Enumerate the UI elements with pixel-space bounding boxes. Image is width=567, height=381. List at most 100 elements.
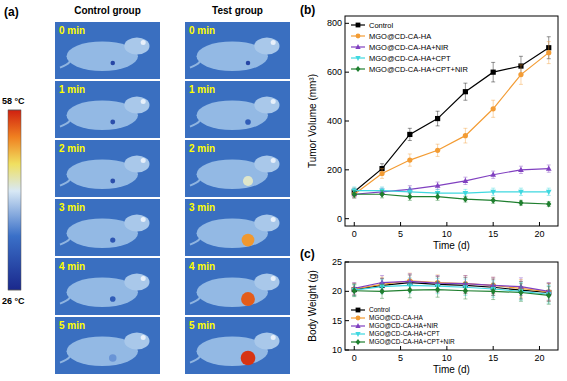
time-label: 3 min bbox=[59, 202, 85, 213]
mouse-eye bbox=[271, 276, 276, 281]
mouse-eye bbox=[141, 158, 146, 163]
error-bar bbox=[491, 171, 495, 178]
image-background bbox=[55, 317, 160, 374]
mouse-eye bbox=[141, 335, 146, 340]
time-label: 4 min bbox=[189, 261, 215, 272]
x-axis-label: Time (d) bbox=[433, 364, 470, 375]
error-bar bbox=[408, 154, 412, 166]
marker bbox=[491, 70, 496, 75]
marker bbox=[352, 191, 357, 198]
figure: (a)58 °C26 °CControl group0 min1 min2 mi… bbox=[0, 0, 567, 381]
legend-label: MGO@CD-CA-HA+CPT bbox=[369, 54, 451, 63]
marker bbox=[546, 50, 551, 55]
marker bbox=[407, 193, 412, 200]
error-bar bbox=[352, 285, 356, 297]
marker bbox=[546, 292, 551, 299]
image-background bbox=[185, 258, 290, 315]
marker bbox=[355, 332, 360, 337]
marker bbox=[463, 89, 468, 94]
hot-spot bbox=[110, 296, 116, 302]
image-background bbox=[185, 22, 290, 79]
x-tick bbox=[400, 222, 401, 226]
error-bar bbox=[463, 189, 467, 196]
colorbar-tick bbox=[8, 110, 21, 111]
y-tick bbox=[345, 121, 349, 122]
mouse-eye bbox=[271, 335, 276, 340]
marker bbox=[379, 171, 384, 176]
thermal-image: 1 min bbox=[185, 81, 290, 138]
x-tick-label: 20 bbox=[534, 229, 544, 239]
image-background bbox=[55, 81, 160, 138]
error-bar bbox=[463, 177, 467, 184]
y-tick bbox=[345, 320, 349, 321]
error-bar bbox=[463, 283, 467, 299]
marker bbox=[435, 183, 441, 188]
mouse-head bbox=[124, 332, 149, 349]
time-label: 3 min bbox=[189, 202, 215, 213]
time-label: 1 min bbox=[59, 84, 85, 95]
column-header: Control group bbox=[74, 5, 141, 16]
error-bar bbox=[519, 200, 523, 205]
x-tick bbox=[493, 222, 494, 226]
mouse-eye bbox=[271, 158, 276, 163]
legend-label: MGO@CD-CA-HA+CPT bbox=[369, 330, 440, 337]
colorbar-label: 58 °C bbox=[2, 96, 25, 106]
image-background bbox=[55, 199, 160, 256]
x-tick-label: 15 bbox=[488, 353, 498, 363]
marker bbox=[518, 199, 523, 206]
marker bbox=[491, 106, 496, 111]
series-line bbox=[354, 53, 548, 195]
panel-label: (c) bbox=[300, 247, 315, 261]
x-axis-label: Time (d) bbox=[433, 240, 470, 251]
marker bbox=[518, 167, 524, 172]
y-tick-label: 400 bbox=[327, 116, 342, 126]
mouse-head bbox=[254, 155, 279, 172]
time-label: 5 min bbox=[59, 320, 85, 331]
marker bbox=[435, 193, 440, 200]
x-tick bbox=[539, 346, 540, 350]
y-tick-label: 600 bbox=[327, 67, 342, 77]
marker bbox=[356, 339, 361, 345]
hot-spot bbox=[245, 119, 251, 125]
thermal-image: 0 min bbox=[55, 22, 160, 79]
mouse-eye bbox=[141, 217, 146, 222]
time-label: 4 min bbox=[59, 261, 85, 272]
error-bar bbox=[380, 284, 384, 298]
mouse-eye bbox=[141, 99, 146, 104]
error-bar bbox=[436, 182, 440, 189]
marker bbox=[379, 191, 384, 198]
column-header: Test group bbox=[212, 5, 263, 16]
marker bbox=[490, 172, 496, 177]
colorbar bbox=[8, 110, 21, 290]
y-tick-label: 800 bbox=[327, 18, 342, 28]
marker bbox=[463, 191, 469, 196]
marker bbox=[352, 192, 357, 197]
marker bbox=[546, 165, 552, 170]
error-bar bbox=[352, 191, 356, 198]
thermal-image: 2 min bbox=[185, 140, 290, 197]
mouse-eye bbox=[271, 217, 276, 222]
thermal-image: 5 min bbox=[55, 317, 160, 374]
thermal-image: 1 min bbox=[55, 81, 160, 138]
error-bar bbox=[352, 284, 356, 296]
hot-spot bbox=[110, 179, 115, 184]
y-tick-label: 10 bbox=[332, 345, 342, 355]
thermal-image: 4 min bbox=[185, 258, 290, 315]
mouse-head bbox=[124, 155, 149, 172]
error-bar bbox=[491, 100, 495, 117]
error-bar bbox=[519, 188, 523, 195]
y-tick-label: 0 bbox=[337, 214, 342, 224]
y-tick bbox=[345, 262, 349, 263]
error-bar bbox=[491, 197, 495, 203]
legend-label: MGO@CD-CA-HA+CPT+NIR bbox=[369, 65, 468, 74]
mouse-head bbox=[254, 332, 279, 349]
y-tick bbox=[345, 291, 349, 292]
error-bar bbox=[519, 166, 523, 173]
error-bar bbox=[491, 62, 495, 82]
error-bar bbox=[463, 196, 467, 202]
time-label: 2 min bbox=[59, 143, 85, 154]
error-bar bbox=[547, 202, 551, 207]
marker bbox=[546, 201, 551, 208]
x-tick-label: 5 bbox=[398, 353, 403, 363]
marker bbox=[356, 308, 361, 313]
